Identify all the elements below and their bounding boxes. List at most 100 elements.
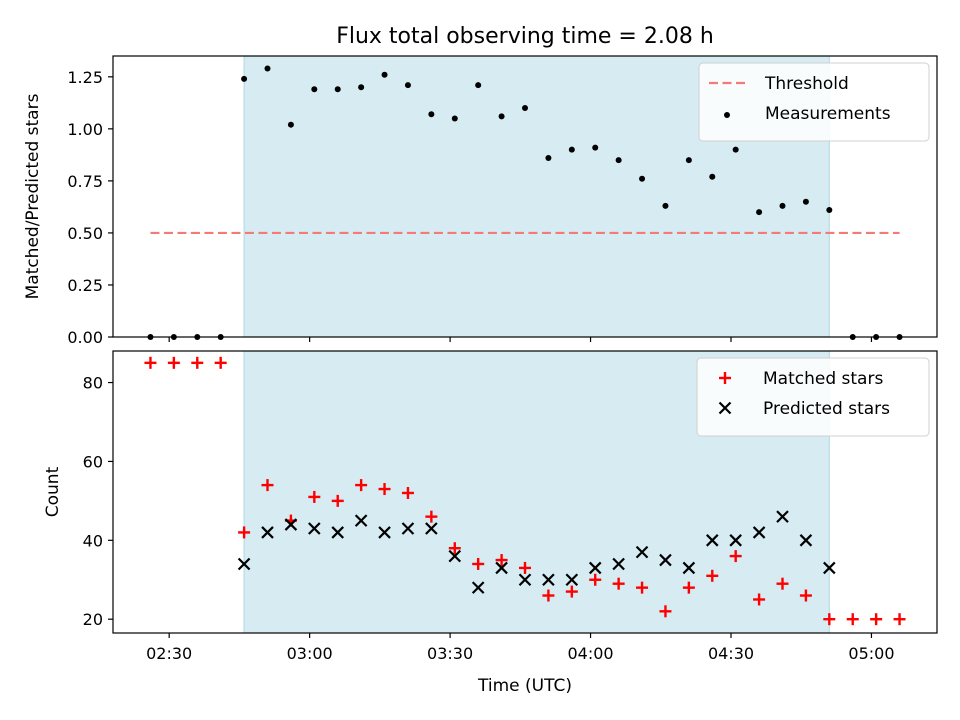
- measurement-point: [615, 157, 622, 164]
- x-tick-label: 02:30: [146, 644, 192, 663]
- measurement-point: [802, 198, 809, 205]
- predicted-marker-b: [565, 573, 579, 587]
- predicted-star-marker: [752, 526, 766, 539]
- predicted-marker-b: [308, 522, 321, 535]
- matched-star-marker: [729, 550, 742, 563]
- measurement-point: [475, 82, 482, 89]
- x-axis-label: Time (UTC): [477, 676, 572, 696]
- x-tick-label: 03:00: [287, 644, 333, 663]
- predicted-marker-b: [635, 545, 649, 559]
- measurement-point: [498, 113, 505, 120]
- measurement-point: [311, 86, 318, 93]
- predicted-star-marker: [588, 561, 602, 575]
- matched-star-marker: [472, 557, 485, 570]
- y-tick-label: 1.25: [67, 68, 103, 87]
- predicted-marker-b: [542, 573, 555, 587]
- predicted-marker-b: [823, 561, 836, 575]
- measurement-point: [451, 115, 458, 122]
- predicted-star-marker: [635, 545, 649, 559]
- matched-star-marker: [636, 581, 649, 594]
- legend-label: Predicted stars: [763, 399, 890, 419]
- matched-star-marker: [846, 613, 859, 626]
- axes-frame: [112, 350, 938, 634]
- matched-star-marker: [448, 542, 461, 555]
- predicted-star-marker: [401, 522, 415, 535]
- predicted-marker-b: [401, 522, 415, 535]
- predicted-marker-b: [705, 534, 719, 547]
- legend-measurement-swatch: [724, 112, 730, 118]
- top-panel: 0.00 0.25 0.50 0.75 1.00 1.25 Matched/Predicte…: [23, 55, 938, 347]
- measurement-point: [287, 121, 294, 128]
- matched-star-marker: [659, 605, 672, 618]
- x-tick-label: 04:30: [708, 644, 754, 663]
- x-tick-label: 03:30: [427, 644, 473, 663]
- matched-star-marker: [565, 585, 578, 598]
- legend-label: Measurements: [765, 104, 891, 124]
- matched-star-marker: [331, 494, 344, 507]
- axes-frame: [112, 55, 938, 338]
- y-tick-label: 0.50: [67, 224, 103, 243]
- predicted-marker-b: [752, 526, 766, 539]
- predicted-star-marker: [682, 561, 696, 575]
- legend-label: Matched stars: [763, 369, 883, 389]
- predicted-marker-b: [518, 573, 532, 587]
- measurement-point: [334, 86, 341, 93]
- y-axis-label: Matched/Predicted stars: [23, 93, 43, 299]
- predicted-marker-b: [331, 526, 345, 539]
- matched-star-marker: [799, 589, 812, 602]
- measurement-point: [685, 157, 692, 164]
- chart-title: Flux total observing time = 2.08 h: [336, 24, 714, 49]
- predicted-star-marker: [729, 534, 742, 547]
- measurement-point: [756, 209, 763, 216]
- measurement-point: [428, 111, 435, 118]
- measurement-point: [779, 202, 786, 209]
- predicted-star-marker: [659, 553, 672, 567]
- matched-star-marker: [261, 479, 274, 492]
- predicted-star-marker: [542, 573, 555, 587]
- predicted-star-marker: [776, 510, 789, 523]
- legend-predicted-swatch: [718, 401, 732, 415]
- predicted-star-marker: [799, 534, 813, 547]
- y-tick-label: 0.00: [67, 328, 103, 347]
- measurement-point: [404, 82, 411, 89]
- measurement-point: [826, 207, 833, 214]
- y-tick-label: 80: [83, 374, 103, 393]
- predicted-marker-b: [261, 526, 274, 539]
- measurement-point: [568, 146, 575, 153]
- legend-box: [696, 357, 930, 437]
- measurement-point: [522, 105, 528, 112]
- x-tick-label: 05:00: [848, 644, 894, 663]
- matched-star-marker: [214, 356, 227, 369]
- matched-star-marker: [612, 577, 625, 590]
- y-tick-label: 0.75: [67, 172, 103, 191]
- matched-star-marker: [191, 356, 204, 369]
- matched-star-marker: [893, 613, 906, 626]
- legend-label: Threshold: [764, 74, 849, 94]
- predicted-marker-b: [354, 514, 368, 527]
- matched-star-marker: [144, 356, 157, 369]
- legend-box: [698, 62, 930, 142]
- measurement-point: [264, 65, 271, 72]
- predicted-star-marker: [237, 557, 251, 571]
- predicted-marker-b: [612, 557, 625, 571]
- predicted-marker-b: [378, 526, 391, 539]
- measurement-point: [358, 84, 365, 91]
- predicted-star-marker: [331, 526, 345, 539]
- predicted-star-marker: [378, 526, 391, 539]
- y-tick-label: 60: [83, 452, 103, 471]
- matched-star-marker: [378, 483, 391, 496]
- matched-star-marker: [167, 356, 180, 369]
- matched-star-marker: [589, 573, 602, 586]
- matched-star-marker: [425, 510, 438, 523]
- predicted-marker-b: [776, 510, 789, 523]
- measurement-point: [545, 154, 552, 161]
- predicted-star-marker: [612, 557, 625, 571]
- predicted-star-marker: [495, 561, 508, 575]
- matched-star-marker: [401, 486, 414, 499]
- matched-star-marker: [519, 561, 531, 574]
- measurement-point: [709, 173, 716, 180]
- y-tick-label: 0.25: [67, 276, 103, 295]
- predicted-marker-b: [237, 557, 251, 571]
- y-axis-label: Count: [43, 466, 63, 517]
